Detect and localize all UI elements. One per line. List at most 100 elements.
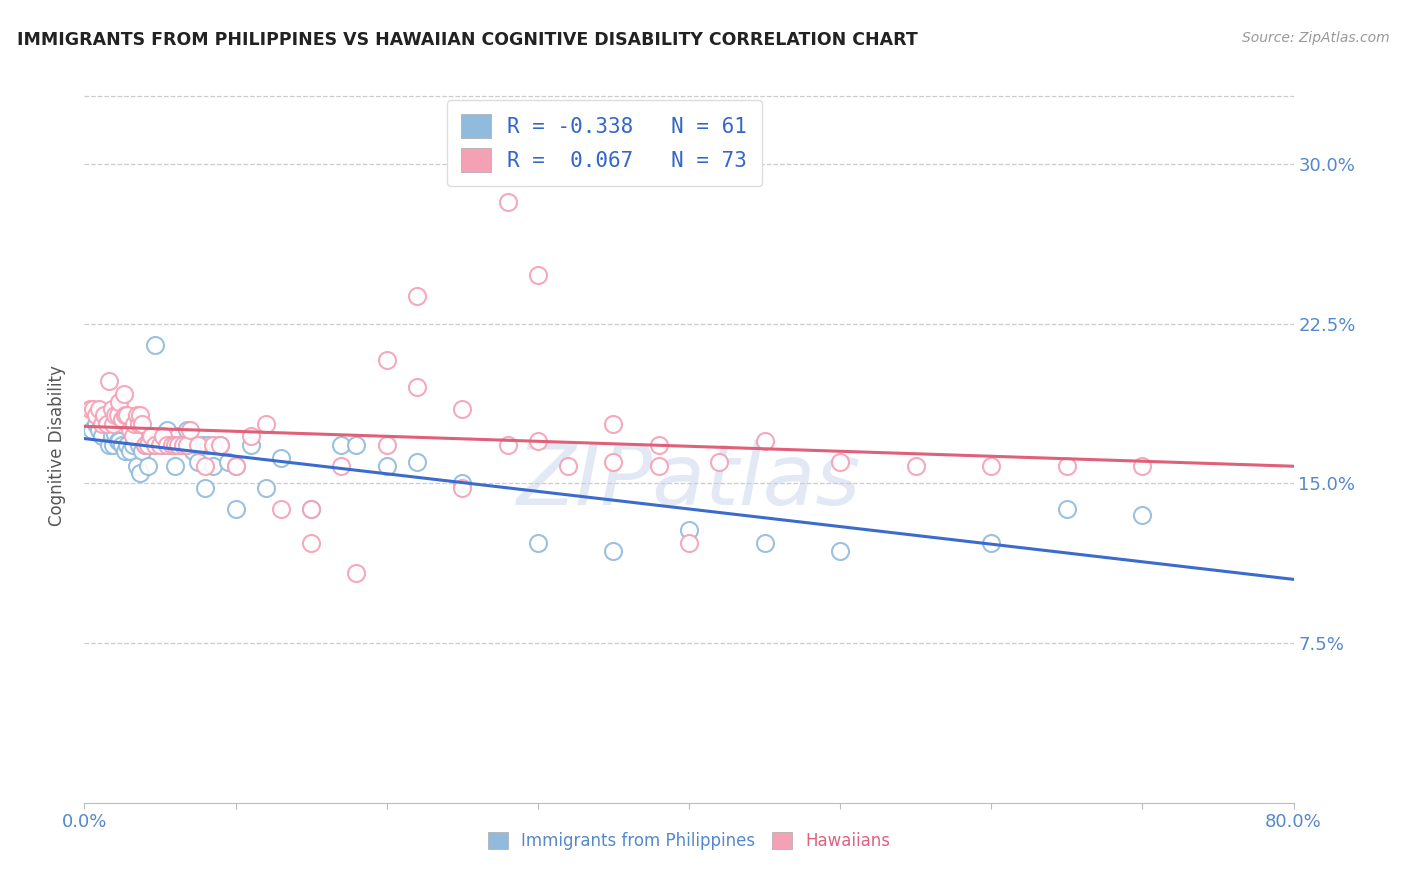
- Point: [648, 459, 671, 474]
- Point: [375, 352, 398, 367]
- Point: [139, 429, 162, 443]
- Point: [527, 434, 550, 448]
- Point: [172, 438, 194, 452]
- Point: [194, 481, 217, 495]
- Point: [156, 423, 179, 437]
- Point: [451, 481, 474, 495]
- Point: [100, 429, 122, 443]
- Point: [134, 438, 156, 452]
- Point: [108, 434, 131, 448]
- Point: [97, 374, 120, 388]
- Point: [118, 444, 141, 458]
- Point: [754, 536, 776, 550]
- Point: [86, 417, 108, 431]
- Point: [80, 423, 103, 437]
- Point: [346, 438, 368, 452]
- Point: [330, 438, 353, 452]
- Point: [79, 401, 101, 416]
- Point: [527, 536, 550, 550]
- Point: [122, 429, 145, 443]
- Text: IMMIGRANTS FROM PHILIPPINES VS HAWAIIAN COGNITIVE DISABILITY CORRELATION CHART: IMMIGRANTS FROM PHILIPPINES VS HAWAIIAN …: [17, 31, 918, 49]
- Point: [270, 450, 292, 465]
- Point: [149, 429, 172, 443]
- Point: [754, 434, 776, 448]
- Point: [406, 455, 429, 469]
- Point: [406, 289, 429, 303]
- Point: [254, 481, 277, 495]
- Point: [172, 438, 194, 452]
- Point: [678, 523, 700, 537]
- Point: [129, 466, 152, 480]
- Point: [176, 423, 198, 437]
- Point: [299, 536, 322, 550]
- Point: [239, 429, 262, 443]
- Point: [96, 417, 118, 431]
- Point: [101, 438, 124, 452]
- Point: [108, 395, 131, 409]
- Point: [187, 455, 209, 469]
- Point: [128, 417, 150, 431]
- Point: [136, 438, 159, 452]
- Point: [167, 438, 190, 452]
- Point: [145, 338, 167, 352]
- Point: [111, 412, 134, 426]
- Point: [93, 408, 115, 422]
- Point: [225, 459, 247, 474]
- Point: [904, 459, 927, 474]
- Point: [496, 195, 519, 210]
- Point: [1130, 508, 1153, 523]
- Point: [104, 408, 127, 422]
- Point: [648, 438, 671, 452]
- Point: [191, 438, 214, 452]
- Point: [114, 408, 136, 422]
- Point: [176, 438, 198, 452]
- Point: [101, 417, 124, 431]
- Point: [217, 455, 239, 469]
- Point: [160, 438, 183, 452]
- Point: [167, 429, 190, 443]
- Point: [830, 544, 852, 558]
- Point: [82, 401, 104, 416]
- Point: [156, 438, 179, 452]
- Point: [131, 417, 153, 431]
- Point: [602, 544, 624, 558]
- Point: [91, 429, 114, 443]
- Point: [91, 417, 114, 431]
- Point: [239, 438, 262, 452]
- Legend: Immigrants from Philippines, Hawaiians: Immigrants from Philippines, Hawaiians: [479, 824, 898, 859]
- Point: [145, 438, 167, 452]
- Point: [141, 438, 163, 452]
- Point: [830, 455, 852, 469]
- Point: [330, 459, 353, 474]
- Point: [197, 438, 219, 452]
- Point: [122, 417, 145, 431]
- Point: [100, 401, 122, 416]
- Text: ZIPatlas: ZIPatlas: [517, 440, 860, 524]
- Point: [111, 438, 134, 452]
- Point: [187, 438, 209, 452]
- Point: [112, 386, 135, 401]
- Point: [121, 429, 143, 443]
- Point: [139, 429, 162, 443]
- Point: [97, 438, 120, 452]
- Point: [1056, 501, 1078, 516]
- Point: [299, 501, 322, 516]
- Point: [209, 438, 232, 452]
- Point: [375, 438, 398, 452]
- Point: [115, 408, 138, 422]
- Y-axis label: Cognitive Disability: Cognitive Disability: [48, 366, 66, 526]
- Point: [127, 408, 149, 422]
- Point: [1130, 459, 1153, 474]
- Point: [149, 438, 172, 452]
- Point: [179, 438, 201, 452]
- Point: [104, 427, 127, 442]
- Point: [121, 438, 143, 452]
- Point: [451, 401, 474, 416]
- Point: [152, 429, 174, 443]
- Point: [165, 438, 187, 452]
- Point: [194, 459, 217, 474]
- Point: [115, 438, 138, 452]
- Point: [254, 417, 277, 431]
- Point: [557, 459, 579, 474]
- Point: [451, 476, 474, 491]
